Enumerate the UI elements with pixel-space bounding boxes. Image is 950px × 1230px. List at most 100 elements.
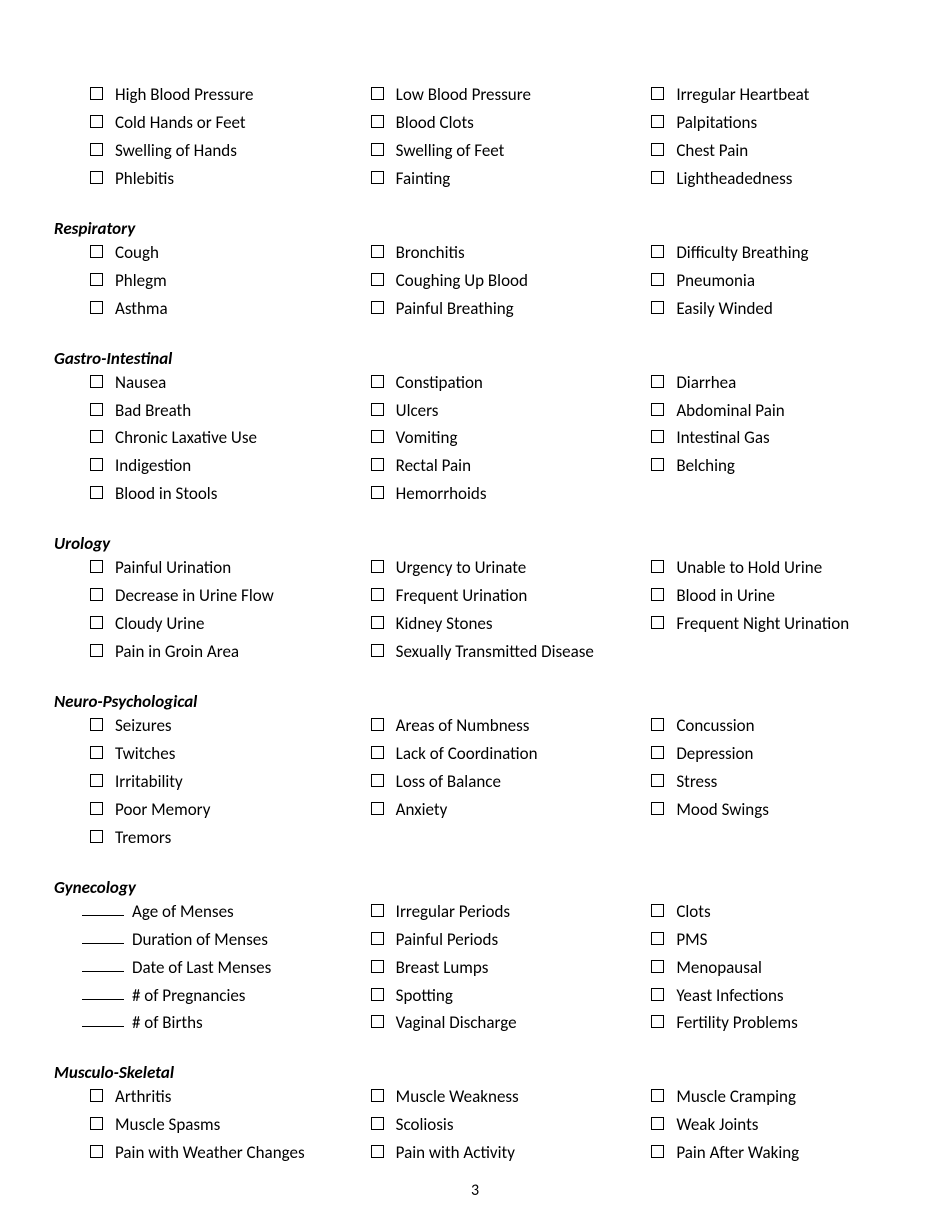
checkbox-item[interactable]: Vomiting [371, 427, 616, 450]
checkbox-item[interactable]: Muscle Spasms [90, 1114, 335, 1137]
checkbox-item[interactable]: Lack of Coordination [371, 743, 616, 766]
checkbox-item[interactable]: Coughing Up Blood [371, 270, 616, 293]
fillin-item[interactable]: Duration of Menses [90, 929, 335, 952]
checkbox-item[interactable]: Areas of Numbness [371, 715, 616, 738]
checkbox-item[interactable]: Anxiety [371, 799, 616, 822]
checkbox-item[interactable]: Loss of Balance [371, 771, 616, 794]
checkbox-item[interactable]: Cloudy Urine [90, 613, 335, 636]
checkbox-item[interactable]: Indigestion [90, 455, 335, 478]
checkbox-item[interactable]: Blood in Stools [90, 483, 335, 506]
checkbox-item[interactable]: Nausea [90, 372, 335, 395]
checkbox-item[interactable]: Depression [651, 743, 896, 766]
checkbox-item[interactable]: Arthritis [90, 1086, 335, 1109]
checkbox-item[interactable]: Cold Hands or Feet [90, 112, 335, 135]
checkbox-item[interactable]: Lightheadedness [651, 168, 896, 191]
section-cardiovascular: High Blood Pressure Cold Hands or Feet S… [54, 84, 896, 196]
checkbox-item[interactable]: Irregular Heartbeat [651, 84, 896, 107]
checkbox-item[interactable]: High Blood Pressure [90, 84, 335, 107]
checkbox-item[interactable]: Cough [90, 242, 335, 265]
checkbox-item[interactable]: Fainting [371, 168, 616, 191]
item-label: Fertility Problems [676, 1012, 896, 1035]
checkbox-item[interactable]: Ulcers [371, 400, 616, 423]
checkbox-item[interactable]: Pain in Groin Area [90, 641, 335, 664]
item-label: Lightheadedness [676, 168, 896, 191]
checkbox-item[interactable]: Frequent Urination [371, 585, 616, 608]
checkbox-icon [371, 375, 384, 388]
fillin-item[interactable]: # of Births [90, 1012, 335, 1035]
checkbox-item[interactable]: Pain with Activity [371, 1142, 616, 1165]
checkbox-item[interactable]: Irregular Periods [371, 901, 616, 924]
checkbox-item[interactable]: Muscle Cramping [651, 1086, 896, 1109]
checkbox-item[interactable]: Chronic Laxative Use [90, 427, 335, 450]
checkbox-item[interactable]: Poor Memory [90, 799, 335, 822]
checkbox-item[interactable]: Bronchitis [371, 242, 616, 265]
checkbox-item[interactable]: Scoliosis [371, 1114, 616, 1137]
checkbox-item[interactable]: Weak Joints [651, 1114, 896, 1137]
checkbox-item[interactable]: Constipation [371, 372, 616, 395]
checkbox-item[interactable]: Abdominal Pain [651, 400, 896, 423]
checkbox-item[interactable]: Menopausal [651, 957, 896, 980]
checkbox-item[interactable]: Chest Pain [651, 140, 896, 163]
checkbox-item[interactable]: Painful Periods [371, 929, 616, 952]
item-label: Anxiety [396, 799, 616, 822]
checkbox-item[interactable]: Decrease in Urine Flow [90, 585, 335, 608]
checkbox-item[interactable]: Palpitations [651, 112, 896, 135]
checkbox-item[interactable]: Blood in Urine [651, 585, 896, 608]
checkbox-icon [371, 171, 384, 184]
checkbox-item[interactable]: Swelling of Hands [90, 140, 335, 163]
checkbox-item[interactable]: Clots [651, 901, 896, 924]
checkbox-item[interactable]: Sexually Transmitted Disease [371, 641, 616, 664]
section-urology: Painful Urination Decrease in Urine Flow… [54, 557, 896, 669]
checkbox-item[interactable]: Fertility Problems [651, 1012, 896, 1035]
checkbox-item[interactable]: Diarrhea [651, 372, 896, 395]
checkbox-item[interactable]: Phlegm [90, 270, 335, 293]
checkbox-item[interactable]: Seizures [90, 715, 335, 738]
checkbox-item[interactable]: Breast Lumps [371, 957, 616, 980]
checkbox-icon [651, 171, 664, 184]
checkbox-item[interactable]: Hemorrhoids [371, 483, 616, 506]
checkbox-item[interactable]: Irritability [90, 771, 335, 794]
checkbox-item[interactable]: Twitches [90, 743, 335, 766]
checkbox-item[interactable]: Painful Breathing [371, 298, 616, 321]
checkbox-icon [90, 87, 103, 100]
checkbox-item[interactable]: Pneumonia [651, 270, 896, 293]
checkbox-item[interactable]: Urgency to Urinate [371, 557, 616, 580]
checkbox-item[interactable]: Muscle Weakness [371, 1086, 616, 1109]
checkbox-item[interactable]: Frequent Night Urination [651, 613, 896, 636]
checkbox-item[interactable]: Spotting [371, 985, 616, 1008]
checkbox-item[interactable]: Stress [651, 771, 896, 794]
fillin-item[interactable]: Age of Menses [90, 901, 335, 924]
checkbox-item[interactable]: Blood Clots [371, 112, 616, 135]
item-label: Weak Joints [676, 1114, 896, 1137]
item-label: Poor Memory [115, 799, 335, 822]
checkbox-item[interactable]: Asthma [90, 298, 335, 321]
checkbox-icon [90, 143, 103, 156]
checkbox-icon [651, 616, 664, 629]
checkbox-item[interactable]: Unable to Hold Urine [651, 557, 896, 580]
checkbox-item[interactable]: Yeast Infections [651, 985, 896, 1008]
checkbox-item[interactable]: Kidney Stones [371, 613, 616, 636]
checkbox-item[interactable]: Vaginal Discharge [371, 1012, 616, 1035]
checkbox-icon [90, 588, 103, 601]
checkbox-item[interactable]: Belching [651, 455, 896, 478]
item-label: Belching [676, 455, 896, 478]
checkbox-item[interactable]: Painful Urination [90, 557, 335, 580]
checkbox-icon [371, 932, 384, 945]
checkbox-item[interactable]: PMS [651, 929, 896, 952]
fillin-item[interactable]: Date of Last Menses [90, 957, 335, 980]
checkbox-item[interactable]: Pain with Weather Changes [90, 1142, 335, 1165]
item-label: Pain with Weather Changes [115, 1142, 335, 1165]
checkbox-item[interactable]: Mood Swings [651, 799, 896, 822]
checkbox-item[interactable]: Intestinal Gas [651, 427, 896, 450]
checkbox-item[interactable]: Bad Breath [90, 400, 335, 423]
checkbox-item[interactable]: Swelling of Feet [371, 140, 616, 163]
checkbox-item[interactable]: Rectal Pain [371, 455, 616, 478]
checkbox-item[interactable]: Easily Winded [651, 298, 896, 321]
checkbox-item[interactable]: Low Blood Pressure [371, 84, 616, 107]
checkbox-item[interactable]: Concussion [651, 715, 896, 738]
checkbox-item[interactable]: Pain After Waking [651, 1142, 896, 1165]
checkbox-item[interactable]: Tremors [90, 827, 335, 850]
checkbox-item[interactable]: Phlebitis [90, 168, 335, 191]
fillin-item[interactable]: # of Pregnancies [90, 985, 335, 1008]
checkbox-item[interactable]: Difficulty Breathing [651, 242, 896, 265]
